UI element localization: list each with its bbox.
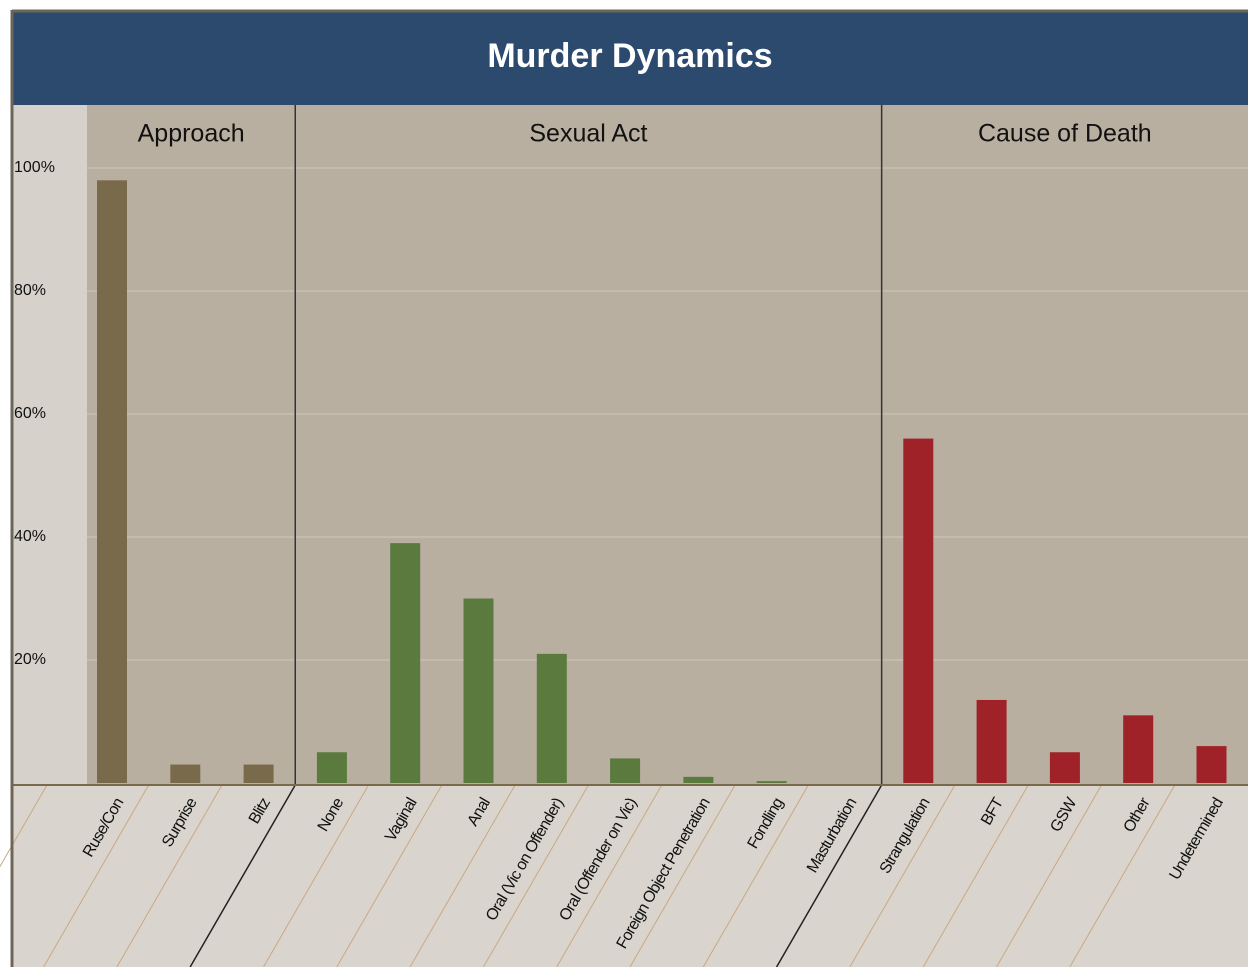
group-label: Sexual Act <box>529 120 647 148</box>
category-divider <box>629 784 736 967</box>
bar <box>97 180 127 784</box>
bar <box>610 758 641 783</box>
bar <box>1049 752 1080 783</box>
category-divider <box>922 784 1029 967</box>
y-tick-label: 40% <box>14 528 46 545</box>
y-tick-label: 20% <box>14 651 46 668</box>
bar <box>316 752 347 783</box>
category-divider <box>702 784 809 967</box>
bar <box>683 776 714 783</box>
category-divider <box>1069 784 1176 967</box>
group-label: Approach <box>138 120 245 148</box>
category-divider <box>116 784 223 967</box>
bar <box>463 598 494 783</box>
category-divider <box>189 784 296 967</box>
category-divider <box>775 784 883 967</box>
plot-area <box>87 105 1248 785</box>
category-divider <box>996 784 1102 967</box>
bar <box>976 699 1007 783</box>
header-band <box>12 12 1248 105</box>
bar <box>1123 715 1154 783</box>
category-divider <box>409 784 516 967</box>
category-divider <box>482 784 589 967</box>
y-tick-label: 100% <box>14 159 55 176</box>
bar <box>903 438 934 783</box>
category-divider <box>43 784 150 967</box>
chart-title: Murder Dynamics <box>487 37 772 75</box>
y-tick-label: 60% <box>14 405 46 422</box>
bar <box>536 653 567 783</box>
bar <box>390 543 421 783</box>
category-divider <box>336 784 443 967</box>
category-divider <box>263 784 369 967</box>
bar <box>243 764 274 783</box>
group-label: Cause of Death <box>978 120 1152 148</box>
bar <box>1196 746 1227 783</box>
y-gutter <box>12 105 87 785</box>
category-divider <box>849 784 956 967</box>
category-divider <box>0 784 48 868</box>
bar <box>170 764 201 783</box>
category-divider <box>556 784 663 967</box>
bar <box>756 781 787 783</box>
y-tick-label: 80% <box>14 282 46 299</box>
